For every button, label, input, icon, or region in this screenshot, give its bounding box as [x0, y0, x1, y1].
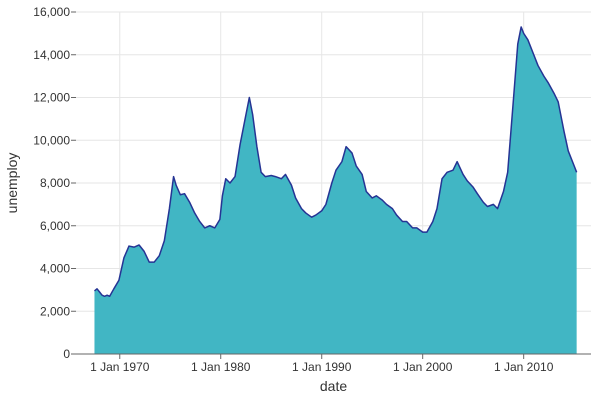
y-tick-label: 4,000	[40, 262, 70, 276]
x-tick-label: 1 Jan 1990	[292, 360, 352, 374]
unemploy-line	[93, 26, 578, 298]
y-tick-label: 16,000	[33, 5, 70, 19]
x-axis-ticks: 1 Jan 1970 1 Jan 1980 1 Jan 1990 1 Jan 2000…	[90, 354, 554, 374]
y-tick-label: 14,000	[33, 48, 70, 62]
x-tick-label: 1 Jan 2010	[494, 360, 554, 374]
y-tick-label: 0	[63, 347, 70, 361]
unemploy-area	[94, 26, 577, 355]
x-axis-label: date	[320, 378, 347, 394]
y-tick-label: 2,000	[40, 304, 70, 318]
y-tick-label: 8,000	[40, 176, 70, 190]
y-axis-ticks: 0 2,000 4,000 6,000 8,000 10,000 12,000 14,000 1…	[33, 5, 76, 361]
y-tick-label: 10,000	[33, 133, 70, 147]
x-tick-label: 1 Jan 1980	[191, 360, 251, 374]
y-tick-label: 12,000	[33, 91, 70, 105]
y-tick-label: 6,000	[40, 219, 70, 233]
y-axis-label: unemploy	[4, 153, 20, 214]
x-tick-label: 1 Jan 1970	[90, 360, 150, 374]
x-tick-label: 1 Jan 2000	[393, 360, 453, 374]
